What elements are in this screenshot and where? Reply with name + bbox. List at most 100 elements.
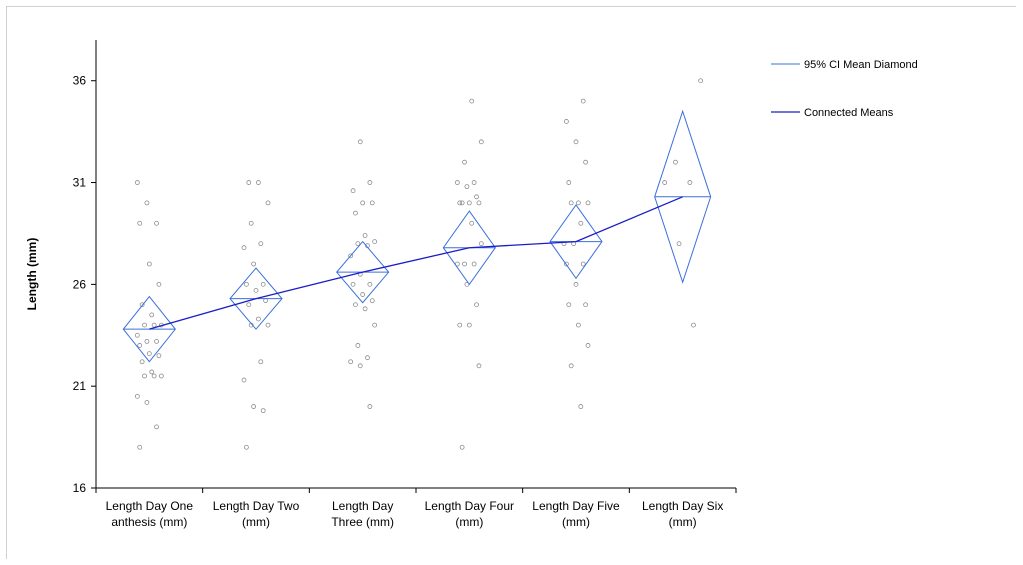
data-point: [350, 188, 356, 194]
ci-diamond: [122, 295, 176, 363]
data-point: [144, 400, 150, 405]
data-point: [459, 200, 465, 206]
data-point: [255, 180, 261, 185]
data-point: [348, 253, 354, 259]
data-point: [258, 241, 264, 247]
data-point: [476, 363, 482, 369]
data-point: [568, 200, 574, 206]
data-point: [144, 200, 150, 206]
data-point: [137, 220, 143, 226]
data-point: [580, 261, 586, 267]
x-category-label-line: Length Day Two: [213, 499, 300, 513]
ci-diamond: [549, 204, 603, 280]
data-point: [367, 180, 373, 185]
data-point: [471, 261, 477, 267]
x-category-label-line: Length Day One: [106, 499, 194, 513]
legend-label: Connected Means: [804, 107, 894, 119]
data-point: [478, 139, 484, 145]
data-point: [248, 220, 254, 226]
data-point: [151, 373, 157, 379]
x-category-label: Length Day Five (mm): [532, 499, 620, 529]
x-category-label-line: Length Day: [332, 499, 393, 513]
data-point: [698, 78, 704, 84]
x-category-label: Length Day Two (mm): [213, 499, 300, 529]
means-series-line: [149, 196, 683, 330]
chart-frame: [6, 6, 1016, 559]
data-point: [154, 220, 159, 226]
data-point: [139, 359, 145, 365]
data-point: [372, 322, 378, 328]
data-point: [573, 281, 579, 287]
data-point: [576, 322, 581, 328]
data-point: [466, 322, 472, 328]
ci-diamond: [654, 109, 712, 284]
data-point: [583, 159, 588, 165]
data-point: [251, 261, 257, 267]
data-point: [154, 338, 159, 344]
legend: 95% CI Mean Diamond Connected Means: [771, 59, 918, 119]
data-point: [156, 353, 162, 359]
connected-means: [149, 196, 683, 330]
data-point: [137, 444, 143, 450]
data-point: [367, 281, 373, 287]
x-category-label-line: (mm): [455, 515, 483, 529]
data-point: [573, 139, 579, 145]
data-point: [585, 343, 591, 348]
data-point: [474, 194, 479, 200]
legend-label: 95% CI Mean Diamond: [804, 59, 918, 71]
data-point: [134, 180, 140, 185]
x-category-label-line: Length Day Six: [642, 499, 723, 513]
data-point: [360, 292, 366, 297]
data-point: [469, 220, 475, 226]
data-point: [348, 359, 354, 365]
data-point: [476, 200, 482, 206]
data-point: [462, 261, 467, 267]
x-category-label-line: Length Day Four: [425, 499, 514, 513]
x-category-label-line: (mm): [562, 515, 590, 529]
data-point: [369, 298, 375, 304]
data-point: [564, 119, 569, 124]
data-point: [243, 444, 249, 450]
data-point: [357, 139, 363, 145]
data-point: [142, 322, 147, 328]
data-point: [149, 369, 155, 375]
x-category-label-line: Length Day Five: [532, 499, 620, 513]
data-point: [158, 373, 164, 379]
ci-diamonds: [122, 109, 712, 363]
y-tick-label: 31: [73, 176, 87, 190]
data-point: [146, 351, 152, 357]
y-tick-label: 36: [73, 74, 87, 88]
data-point: [457, 200, 463, 206]
data-point: [255, 316, 261, 322]
data-point: [355, 241, 361, 247]
data-point: [260, 408, 266, 414]
y-tick-label: 16: [73, 481, 87, 495]
data-point: [459, 444, 465, 450]
x-category-label-line: (mm): [669, 515, 697, 529]
data-points: [134, 78, 704, 450]
data-point: [265, 322, 271, 328]
data-point: [260, 281, 266, 287]
data-point: [258, 359, 264, 365]
x-category-label: Length Day Six (mm): [642, 499, 723, 529]
x-category-label-line: Three (mm): [331, 515, 394, 529]
data-point: [478, 241, 484, 247]
data-point: [462, 159, 467, 165]
data-point: [156, 281, 162, 287]
data-point: [466, 200, 472, 206]
data-point: [580, 98, 586, 104]
y-axis-title: Length (mm): [25, 238, 39, 311]
y-tick-label: 21: [73, 379, 87, 393]
data-point: [372, 239, 378, 245]
data-point: [263, 298, 269, 304]
ci-diamond: [442, 210, 496, 286]
ci-diamond: [229, 267, 283, 330]
y-tick-label: 26: [73, 277, 87, 291]
data-point: [357, 363, 363, 369]
data-point: [265, 200, 271, 206]
data-point: [367, 404, 373, 409]
x-category-label: Length Day Four (mm): [425, 499, 514, 529]
data-point: [151, 322, 157, 328]
